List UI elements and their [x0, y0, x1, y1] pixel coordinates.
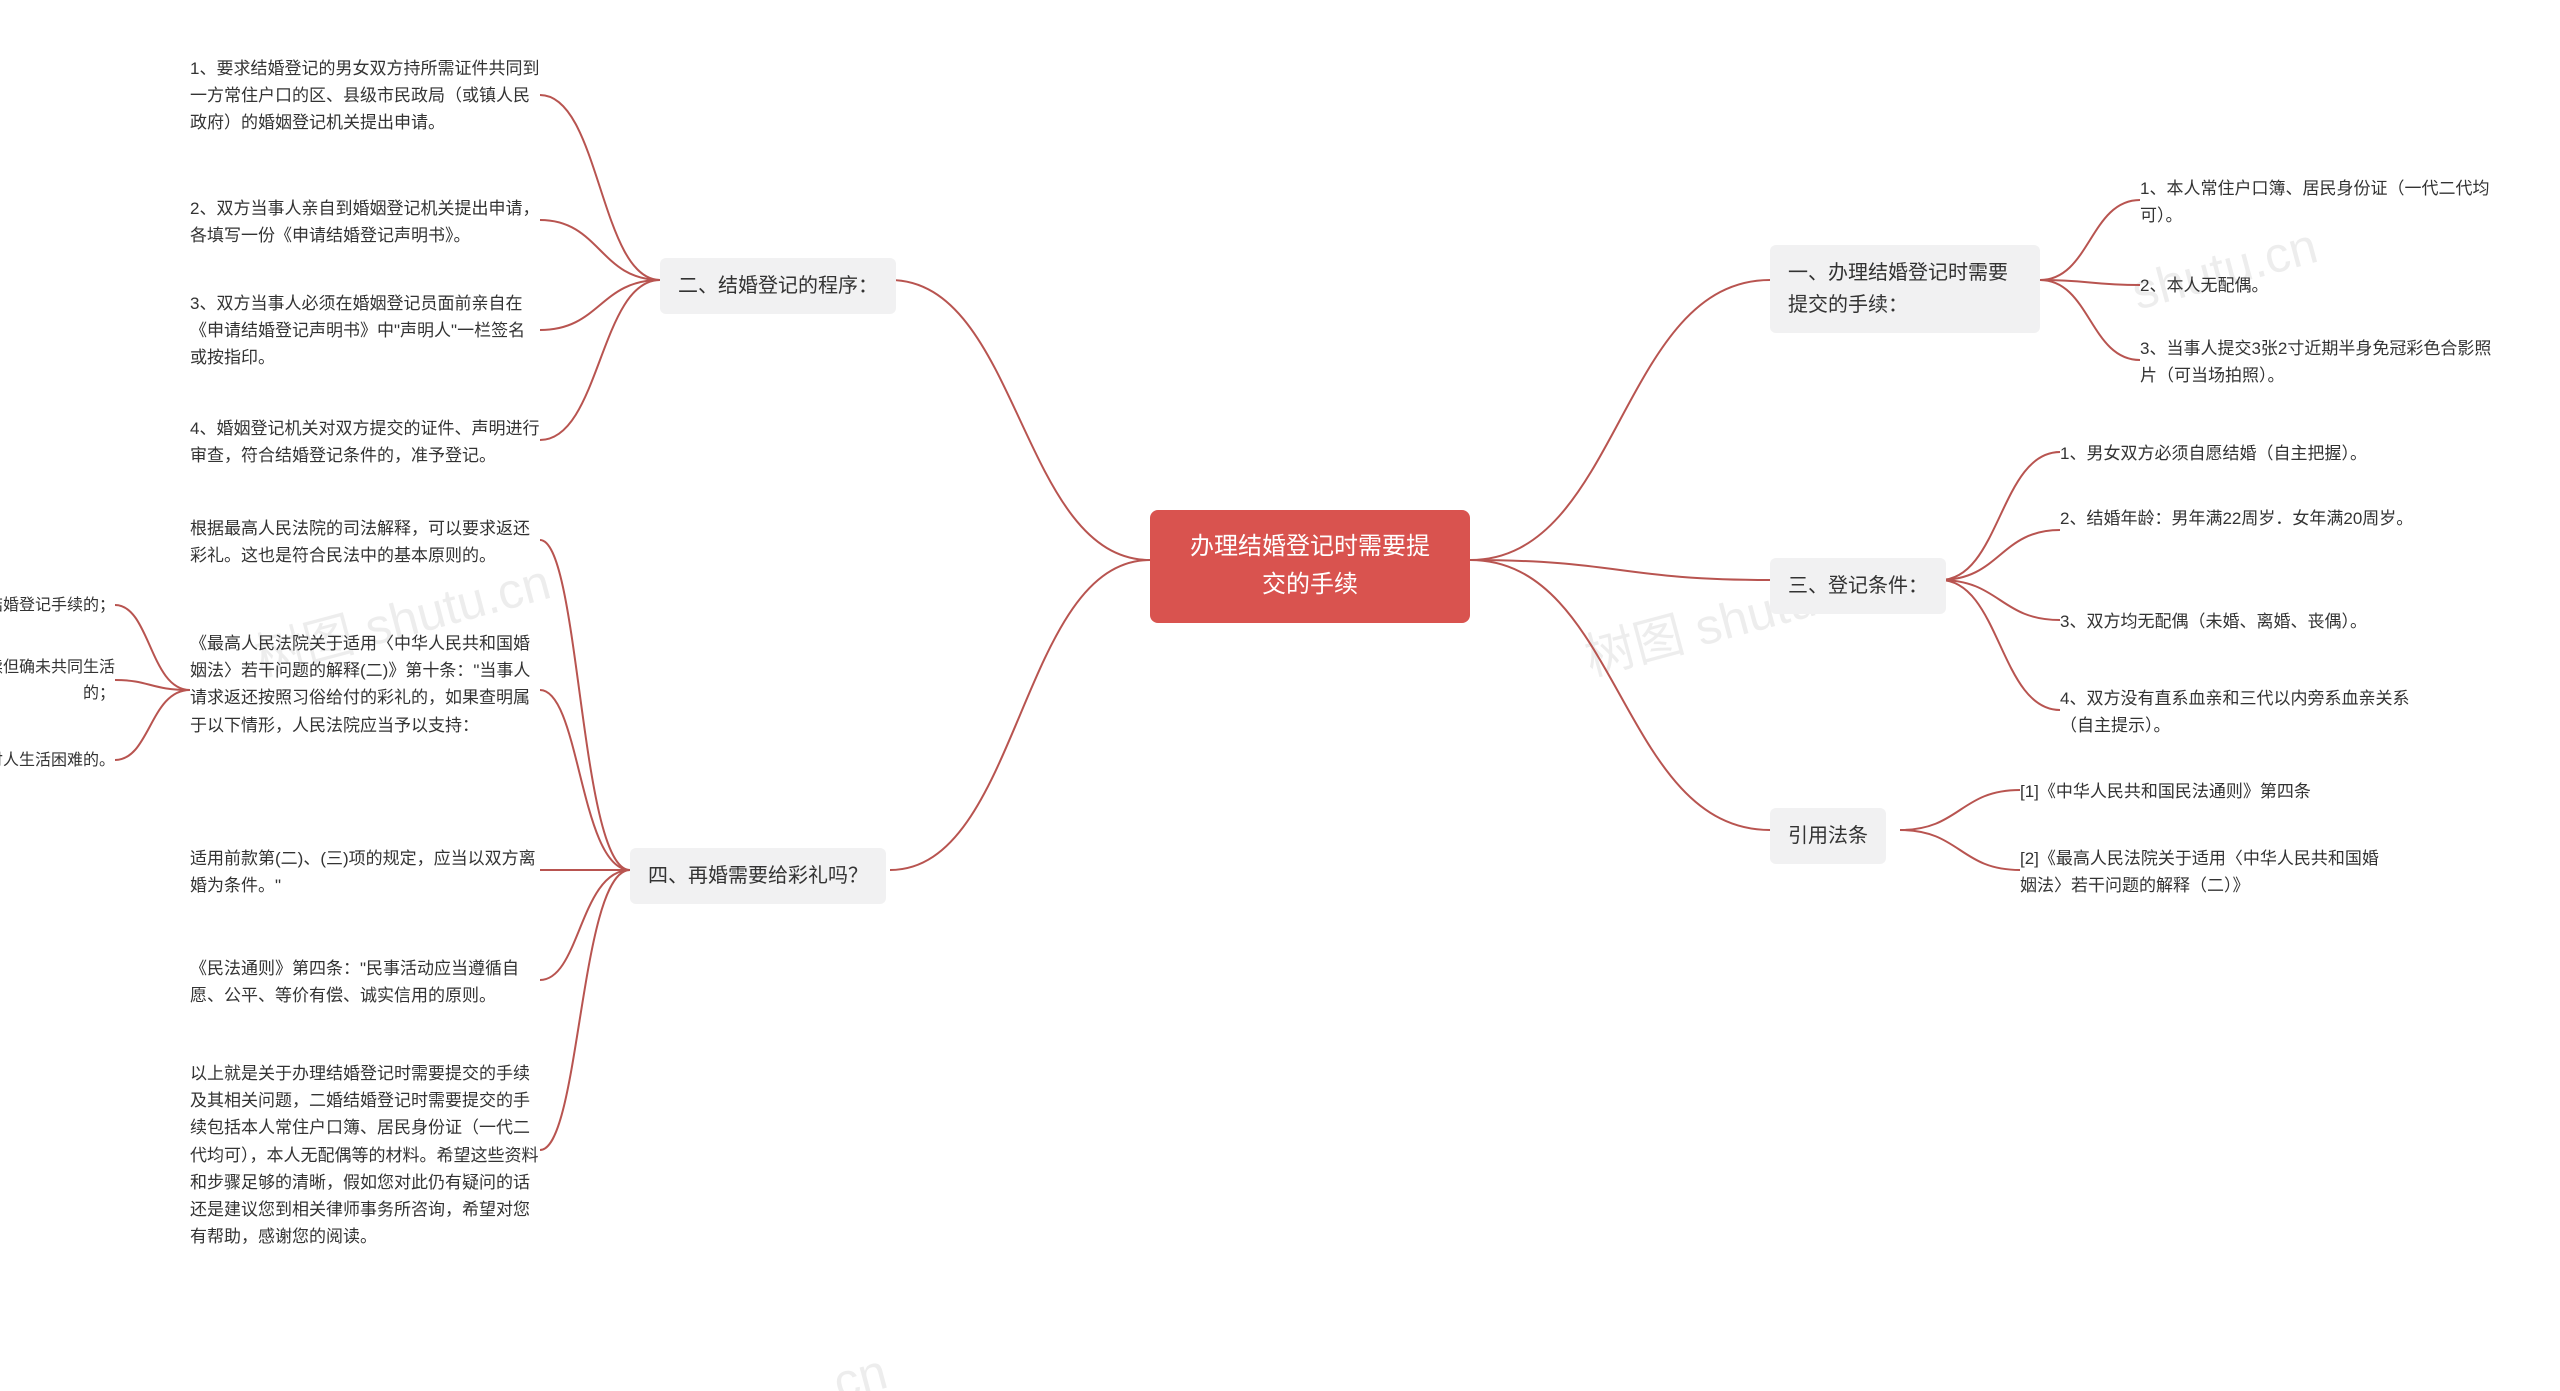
branch-right-2: 三、登记条件：	[1770, 558, 1946, 614]
leaf-l2-3: 适用前款第(二)、(三)项的规定，应当以双方离婚为条件。"	[190, 845, 540, 899]
leaf-l1-2: 2、双方当事人亲自到婚姻登记机关提出申请，各填写一份《申请结婚登记声明书》。	[190, 195, 540, 249]
leaf-r3-2: [2]《最高人民法院关于适用〈中华人民共和国婚姻法〉若干问题的解释（二）》	[2020, 845, 2380, 899]
leaf-l1-3: 3、双方当事人必须在婚姻登记员面前亲自在《申请结婚登记声明书》中"声明人"一栏签…	[190, 290, 540, 372]
leaf-r1-1: 1、本人常住户口簿、居民身份证（一代二代均可）。	[2140, 175, 2500, 229]
leaf-r3-1: [1]《中华人民共和国民法通则》第四条	[2020, 778, 2311, 805]
watermark: .cn	[814, 1342, 893, 1391]
leaf-r2-3: 3、双方均无配偶（未婚、离婚、丧偶）。	[2060, 608, 2367, 635]
leaf-r2-4: 4、双方没有直系血亲和三代以内旁系血亲关系（自主提示）。	[2060, 685, 2420, 739]
leaf-l1-1: 1、要求结婚登记的男女双方持所需证件共同到一方常住户口的区、县级市民政局（或镇人…	[190, 55, 540, 137]
leaf-l1-4: 4、婚姻登记机关对双方提交的证件、声明进行审查，符合结婚登记条件的，准予登记。	[190, 415, 540, 469]
branch-left-1: 二、结婚登记的程序：	[660, 258, 896, 314]
leaf-l2-1: 根据最高人民法院的司法解释，可以要求返还彩礼。这也是符合民法中的基本原则的。	[190, 515, 540, 569]
branch-left-2: 四、再婚需要给彩礼吗？	[630, 848, 886, 904]
leaf-l2-2-1: (一)双方未办理结婚登记手续的；	[0, 593, 115, 619]
leaf-r1-3: 3、当事人提交3张2寸近期半身免冠彩色合影照片（可当场拍照）。	[2140, 335, 2500, 389]
branch-right-1: 一、办理结婚登记时需要提交的手续：	[1770, 245, 2040, 333]
leaf-r2-2: 2、结婚年龄：男年满22周岁．女年满20周岁。	[2060, 505, 2413, 532]
leaf-l2-2: 《最高人民法院关于适用〈中华人民共和国婚姻法〉若干问题的解释(二)》第十条："当…	[190, 630, 540, 739]
leaf-l2-2-3: (三)婚前给付并导致给付人生活困难的。	[0, 748, 115, 774]
watermark: shutu.cn	[2126, 217, 2324, 322]
branch-right-3: 引用法条	[1770, 808, 1886, 864]
leaf-l2-5: 以上就是关于办理结婚登记时需要提交的手续及其相关问题，二婚结婚登记时需要提交的手…	[190, 1060, 540, 1250]
leaf-l2-4: 《民法通则》第四条："民事活动应当遵循自愿、公平、等价有偿、诚实信用的原则。	[190, 955, 540, 1009]
leaf-l2-2-2: (二)双方办理结婚登记手续但确未共同生活的；	[0, 655, 115, 706]
root-node: 办理结婚登记时需要提交的手续	[1150, 510, 1470, 623]
leaf-r2-1: 1、男女双方必须自愿结婚（自主把握）。	[2060, 440, 2367, 467]
leaf-r1-2: 2、本人无配偶。	[2140, 272, 2268, 299]
